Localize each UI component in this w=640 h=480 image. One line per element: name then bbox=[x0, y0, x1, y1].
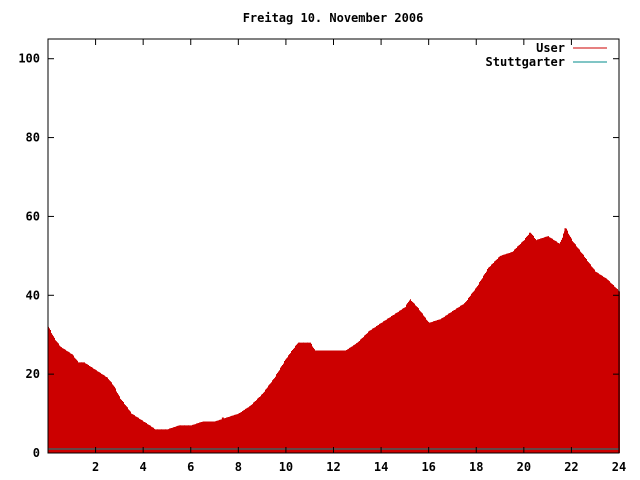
chart-title: Freitag 10. November 2006 bbox=[243, 11, 424, 25]
x-tick-label: 4 bbox=[140, 460, 147, 474]
x-tick-label: 6 bbox=[187, 460, 194, 474]
y-tick-label: 0 bbox=[33, 446, 40, 460]
y-tick-label: 100 bbox=[18, 52, 40, 66]
y-tick-label: 80 bbox=[26, 131, 40, 145]
x-tick-label: 18 bbox=[469, 460, 483, 474]
x-tick-label: 20 bbox=[517, 460, 531, 474]
x-tick-label: 16 bbox=[421, 460, 435, 474]
x-axis-ticks: 2 4 6 8 10 12 14 16 18 20 22 24 bbox=[92, 39, 626, 474]
y-axis-ticks: 0 20 40 60 80 100 bbox=[18, 52, 619, 460]
x-tick-label: 22 bbox=[564, 460, 578, 474]
x-tick-label: 8 bbox=[235, 460, 242, 474]
user-bars bbox=[48, 228, 620, 453]
legend-stuttgarter-label: Stuttgarter bbox=[486, 55, 565, 69]
x-tick-label: 14 bbox=[374, 460, 388, 474]
legend: User Stuttgarter bbox=[486, 41, 607, 69]
x-tick-label: 12 bbox=[326, 460, 340, 474]
y-tick-label: 60 bbox=[26, 209, 40, 223]
legend-user-label: User bbox=[536, 41, 565, 55]
y-tick-label: 20 bbox=[26, 367, 40, 381]
y-tick-label: 40 bbox=[26, 288, 40, 302]
x-tick-label: 24 bbox=[612, 460, 626, 474]
x-tick-label: 10 bbox=[279, 460, 293, 474]
x-tick-label: 2 bbox=[92, 460, 99, 474]
